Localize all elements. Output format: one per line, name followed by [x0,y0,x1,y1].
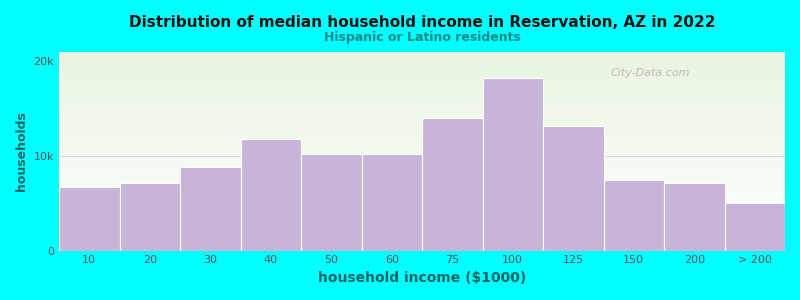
Y-axis label: households: households [15,111,28,191]
X-axis label: household income ($1000): household income ($1000) [318,271,526,285]
Bar [725,203,785,250]
Text: City-Data.com: City-Data.com [610,68,690,78]
Bar [422,118,482,250]
Bar [603,180,664,250]
Bar [59,187,119,250]
Bar [180,167,241,250]
Bar [301,154,362,250]
Bar [362,154,422,250]
Text: Hispanic or Latino residents: Hispanic or Latino residents [323,31,521,44]
Bar [119,183,180,250]
Bar [543,126,603,250]
Bar [482,79,543,250]
Title: Distribution of median household income in Reservation, AZ in 2022: Distribution of median household income … [129,15,715,30]
Bar [664,183,725,250]
Bar [241,139,301,250]
